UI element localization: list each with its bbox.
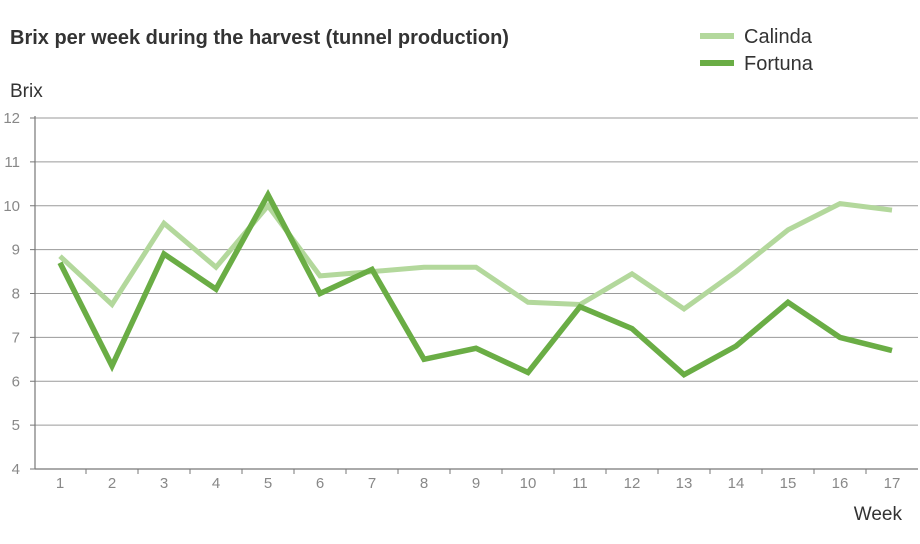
y-tick-label-8: 8 — [12, 286, 20, 303]
x-tick-label-11: 11 — [572, 475, 588, 492]
x-tick-label-6: 6 — [316, 475, 324, 492]
legend: Calinda Fortuna — [700, 26, 814, 75]
series-lines — [57, 189, 893, 379]
y-tick-label-10: 10 — [3, 198, 20, 215]
x-tick-label-1: 1 — [56, 475, 64, 492]
x-axis-ticks: 1 2 3 4 5 6 7 8 9 10 11 12 13 14 15 16 17 — [56, 469, 901, 492]
x-tick-label-2: 2 — [108, 475, 116, 492]
legend-label-calinda: Calinda — [744, 26, 813, 48]
y-tick-label-6: 6 — [12, 373, 20, 390]
x-tick-label-17: 17 — [884, 475, 901, 492]
y-axis-ticks: 4 5 6 7 8 9 10 11 12 — [3, 110, 35, 478]
y-tick-label-11: 11 — [4, 154, 20, 171]
x-tick-label-7: 7 — [368, 475, 376, 492]
x-tick-label-5: 5 — [264, 475, 272, 492]
gridlines — [35, 117, 918, 426]
x-axis-label: Week — [854, 504, 903, 525]
x-tick-label-4: 4 — [212, 475, 220, 492]
legend-label-fortuna: Fortuna — [744, 53, 814, 75]
x-tick-label-14: 14 — [728, 475, 745, 492]
x-tick-label-15: 15 — [780, 475, 797, 492]
x-tick-label-16: 16 — [832, 475, 849, 492]
y-tick-label-7: 7 — [12, 329, 20, 346]
y-axis-label: Brix — [10, 81, 43, 102]
axes — [34, 116, 918, 470]
x-tick-label-12: 12 — [624, 475, 641, 492]
x-tick-label-13: 13 — [676, 475, 693, 492]
chart-title: Brix per week during the harvest (tunnel… — [10, 27, 509, 49]
y-tick-label-4: 4 — [12, 461, 20, 478]
y-tick-label-9: 9 — [12, 242, 20, 259]
y-tick-label-12: 12 — [3, 110, 20, 127]
x-tick-label-8: 8 — [420, 475, 428, 492]
series-line-fortuna — [57, 189, 893, 379]
x-tick-label-3: 3 — [160, 475, 168, 492]
y-tick-label-5: 5 — [12, 417, 20, 434]
x-tick-label-10: 10 — [520, 475, 537, 492]
x-tick-label-9: 9 — [472, 475, 480, 492]
